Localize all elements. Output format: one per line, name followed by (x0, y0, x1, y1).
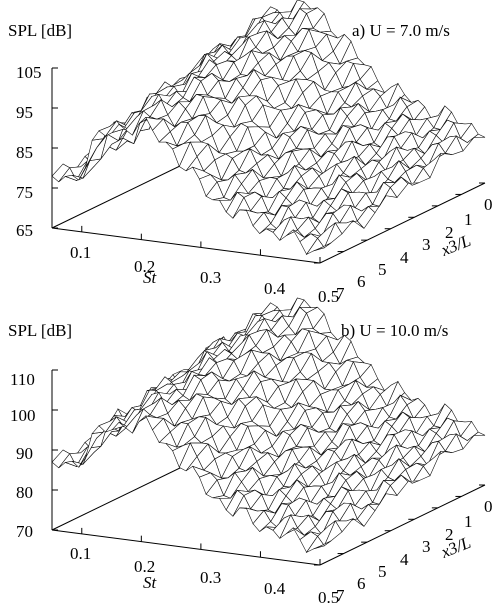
x-tick-label: 0.5 (318, 588, 339, 605)
panel-a: SPL [dB] a) U = 7.0 m/s 105 95 85 75 65 … (8, 0, 493, 306)
surface-mesh (51, 297, 486, 554)
y-axis-line (319, 484, 486, 566)
y-tick-label: 0 (484, 195, 493, 214)
x-axis-line (51, 227, 321, 264)
z-tick-label: 80 (16, 483, 33, 502)
z-axis-label: SPL [dB] (8, 321, 72, 340)
y-tick-label: 3 (422, 537, 431, 556)
z-tick-label: 110 (10, 370, 35, 389)
x-axis-label: St (143, 268, 158, 287)
x-tick-label: 0.5 (318, 287, 339, 306)
z-tick-label: 95 (16, 103, 33, 122)
x-tick-label: 0.1 (70, 243, 91, 262)
z-tick-label: 85 (16, 143, 33, 162)
y-tick-label: 4 (400, 550, 409, 569)
z-axis-label: SPL [dB] (8, 21, 72, 40)
surface-cell (313, 540, 332, 550)
y-tick-label: 5 (378, 562, 387, 581)
y-tick-label: 0 (484, 497, 493, 516)
panel-b: SPL [dB] b) U = 10.0 m/s 110 100 90 80 7… (8, 297, 493, 605)
y-tick-label: 5 (378, 260, 387, 279)
y-axis-label: x3/L (437, 533, 473, 562)
y-tick-label: 4 (400, 248, 409, 267)
z-tick-label: 90 (16, 444, 33, 463)
y-axis-label: x3/L (437, 231, 473, 260)
y-tick-label: 6 (357, 574, 366, 593)
x-tick-label: 0.1 (70, 544, 91, 563)
z-tick-label: 75 (16, 183, 33, 202)
z-tick-label: 65 (16, 221, 33, 240)
y-tick-label: 7 (336, 284, 345, 303)
panel-label: a) U = 7.0 m/s (352, 21, 450, 40)
x-tick-label: 0.2 (134, 557, 155, 576)
y-tick-label: 3 (422, 235, 431, 254)
x-tick-label: 0.4 (264, 579, 286, 598)
y-tick-label: 7 (336, 586, 345, 605)
y-tick-label: 1 (464, 210, 473, 229)
y-tick-label: 2 (445, 525, 454, 544)
x-axis-line (51, 529, 321, 566)
z-tick-label: 70 (16, 522, 33, 541)
x-tick-label: 0.4 (264, 279, 286, 298)
y-axis-line (319, 182, 486, 264)
y-tick-label: 2 (445, 223, 454, 242)
x-axis-label: St (143, 573, 158, 592)
panel-label: b) U = 10.0 m/s (341, 321, 448, 340)
surface-cell (313, 242, 332, 252)
y-tick-label: 1 (464, 512, 473, 531)
y-tick-label: 6 (357, 272, 366, 291)
x-tick-label: 0.2 (134, 257, 155, 276)
z-tick-label: 105 (16, 63, 42, 82)
x-tick-label: 0.3 (200, 268, 221, 287)
surface-mesh (51, 0, 486, 256)
z-tick-label: 100 (10, 406, 36, 425)
x-tick-label: 0.3 (200, 568, 221, 587)
